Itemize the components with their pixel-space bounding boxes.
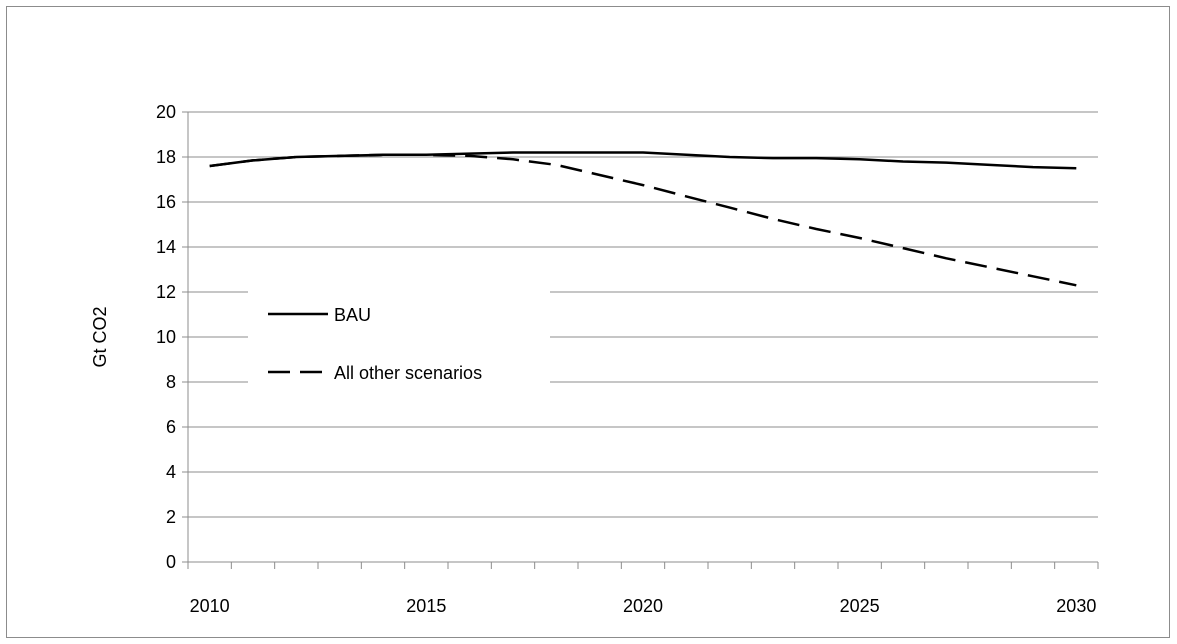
y-tick-label: 2 <box>166 507 176 527</box>
legend-label: All other scenarios <box>334 363 482 383</box>
legend-label: BAU <box>334 305 371 325</box>
y-tick-label: 4 <box>166 462 176 482</box>
x-tick-labels: 2010 2015 2020 2025 2030 <box>190 596 1097 616</box>
y-tick-label: 8 <box>166 372 176 392</box>
legend-background <box>248 278 550 394</box>
legend: BAU All other scenarios <box>268 305 482 383</box>
y-tick-label: 10 <box>156 327 176 347</box>
x-tick-label: 2010 <box>190 596 230 616</box>
x-tick-label: 2030 <box>1056 596 1096 616</box>
x-tick-label: 2015 <box>406 596 446 616</box>
y-tick-label: 6 <box>166 417 176 437</box>
y-tick-label: 12 <box>156 282 176 302</box>
y-tick-label: 18 <box>156 147 176 167</box>
chart-frame <box>6 6 1170 638</box>
series-lines <box>209 151 1077 287</box>
y-tick-label: 0 <box>166 552 176 572</box>
legend-box <box>248 278 550 394</box>
x-tick-label: 2025 <box>840 596 880 616</box>
axes <box>182 111 1099 569</box>
y-tick-labels: 0 2 4 6 8 10 12 14 16 18 20 <box>156 102 176 572</box>
x-tick-label: 2020 <box>623 596 663 616</box>
y-tick-label: 20 <box>156 102 176 122</box>
y-tick-label: 14 <box>156 237 176 257</box>
y-axis-title: Gt CO2 <box>90 306 110 367</box>
y-tick-label: 16 <box>156 192 176 212</box>
series-line <box>209 153 1077 287</box>
